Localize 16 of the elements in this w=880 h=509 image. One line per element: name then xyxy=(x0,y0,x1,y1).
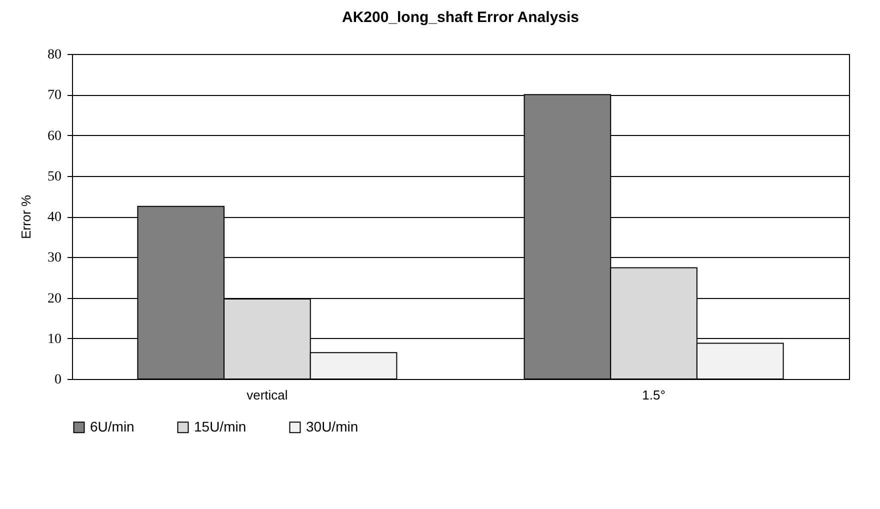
y-tick-label: 0 xyxy=(54,372,62,388)
x-tick-label: 1.5° xyxy=(642,388,666,402)
y-tick-label: 40 xyxy=(48,210,62,225)
legend-label: 15U/min xyxy=(194,418,246,434)
x-tick-label: vertical xyxy=(246,388,288,402)
y-tick-label: 20 xyxy=(48,291,62,306)
y-tick-label: 70 xyxy=(48,88,62,104)
y-tick-label: 60 xyxy=(48,128,62,144)
y-tick-label: 80 xyxy=(48,48,62,62)
y-axis-title: Error % xyxy=(18,194,34,240)
legend-label: 30U/min xyxy=(306,418,358,434)
legend-label: 6U/min xyxy=(90,418,134,434)
y-tick-label: 10 xyxy=(48,332,62,347)
chart-title: AK200_long_shaft Error Analysis xyxy=(342,9,580,26)
y-tick-label: 30 xyxy=(48,250,62,266)
y-tick-label: 50 xyxy=(48,169,62,184)
